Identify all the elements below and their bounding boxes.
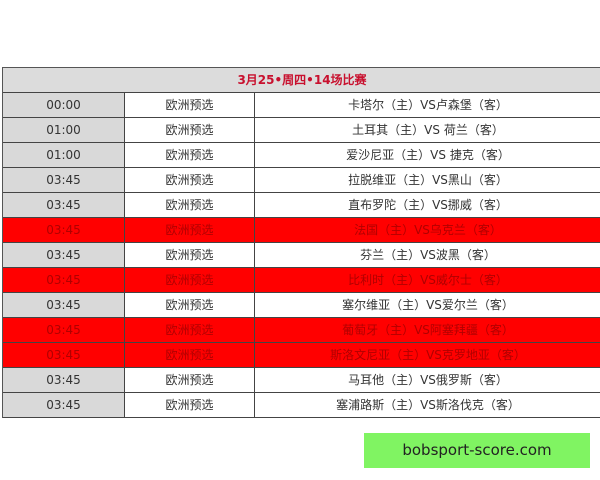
match-time: 03:45 <box>3 318 125 342</box>
match-time: 01:00 <box>3 118 125 142</box>
table-row: 00:00 欧洲预选 卡塔尔（主）VS卢森堡（客） <box>3 93 600 118</box>
match-time: 03:45 <box>3 293 125 317</box>
match-competition: 欧洲预选 <box>125 243 255 267</box>
match-competition: 欧洲预选 <box>125 218 255 242</box>
match-teams: 土耳其（主）VS 荷兰（客） <box>352 123 504 137</box>
match-teams: 卡塔尔（主）VS卢森堡（客） <box>348 98 508 112</box>
match-teams: 斯洛文尼亚（主）VS克罗地亚（客） <box>330 348 526 362</box>
match-teams: 塞尔维亚（主）VS爱尔兰（客） <box>342 298 514 312</box>
match-competition: 欧洲预选 <box>125 168 255 192</box>
match-competition: 欧洲预选 <box>125 293 255 317</box>
match-teams: 比利时（主）VS威尔士（客） <box>348 273 508 287</box>
match-time: 00:00 <box>3 93 125 117</box>
match-competition: 欧洲预选 <box>125 268 255 292</box>
table-row: 03:45 欧洲预选 拉脱维亚（主）VS黑山（客） <box>3 168 600 193</box>
match-competition: 欧洲预选 <box>125 343 255 367</box>
match-teams: 拉脱维亚（主）VS黑山（客） <box>348 173 508 187</box>
match-time: 03:45 <box>3 343 125 367</box>
match-time: 03:45 <box>3 218 125 242</box>
table-row: 01:00 欧洲预选 土耳其（主）VS 荷兰（客） <box>3 118 600 143</box>
table-row: 03:45 欧洲预选 直布罗陀（主）VS挪威（客） <box>3 193 600 218</box>
site-banner-link[interactable]: bobsport-score.com <box>364 433 590 468</box>
match-teams: 葡萄牙（主）VS阿塞拜疆（客） <box>342 323 514 337</box>
match-teams: 爱沙尼亚（主）VS 捷克（客） <box>346 148 510 162</box>
match-teams: 马耳他（主）VS俄罗斯（客） <box>348 373 508 387</box>
match-teams: 塞浦路斯（主）VS斯洛伐克（客） <box>336 398 520 412</box>
table-row: 01:00 欧洲预选 爱沙尼亚（主）VS 捷克（客） <box>3 143 600 168</box>
match-schedule-table: 3月25•周四•14场比赛 00:00 欧洲预选 卡塔尔（主）VS卢森堡（客） 01:… <box>2 67 600 418</box>
match-competition: 欧洲预选 <box>125 318 255 342</box>
match-time: 03:45 <box>3 368 125 392</box>
table-row: 03:45 欧洲预选 马耳他（主）VS俄罗斯（客） <box>3 368 600 393</box>
table-title: 3月25•周四•14场比赛 <box>3 68 600 93</box>
match-competition: 欧洲预选 <box>125 368 255 392</box>
match-time: 03:45 <box>3 168 125 192</box>
match-competition: 欧洲预选 <box>125 143 255 167</box>
table-row: 03:45 欧洲预选 斯洛文尼亚（主）VS克罗地亚（客） <box>3 343 600 368</box>
match-teams: 法国（主）VS乌克兰（客） <box>354 223 502 237</box>
match-competition: 欧洲预选 <box>125 393 255 417</box>
match-competition: 欧洲预选 <box>125 193 255 217</box>
match-competition: 欧洲预选 <box>125 93 255 117</box>
table-row: 03:45 欧洲预选 塞浦路斯（主）VS斯洛伐克（客） <box>3 393 600 418</box>
table-row: 03:45 欧洲预选 法国（主）VS乌克兰（客） <box>3 218 600 243</box>
match-time: 03:45 <box>3 393 125 417</box>
match-time: 03:45 <box>3 193 125 217</box>
match-teams: 直布罗陀（主）VS挪威（客） <box>348 198 508 212</box>
table-row: 03:45 欧洲预选 比利时（主）VS威尔士（客） <box>3 268 600 293</box>
table-row: 03:45 欧洲预选 葡萄牙（主）VS阿塞拜疆（客） <box>3 318 600 343</box>
table-row: 03:45 欧洲预选 塞尔维亚（主）VS爱尔兰（客） <box>3 293 600 318</box>
match-teams: 芬兰（主）VS波黑（客） <box>360 248 496 262</box>
match-time: 01:00 <box>3 143 125 167</box>
match-competition: 欧洲预选 <box>125 118 255 142</box>
match-time: 03:45 <box>3 243 125 267</box>
match-time: 03:45 <box>3 268 125 292</box>
table-row: 03:45 欧洲预选 芬兰（主）VS波黑（客） <box>3 243 600 268</box>
